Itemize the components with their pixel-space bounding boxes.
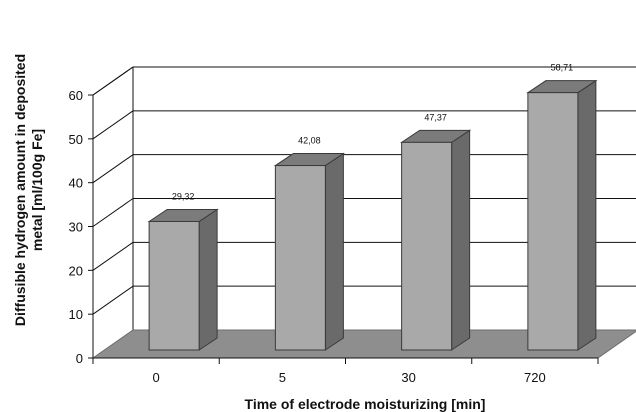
bar-front	[274, 165, 326, 351]
gridline-slant	[92, 285, 134, 315]
gridline-slant	[92, 154, 134, 184]
bar	[399, 129, 472, 351]
bar-front	[527, 92, 579, 351]
bar-front	[148, 220, 200, 351]
x-tick-label: 720	[524, 370, 546, 385]
data-label: 29,32	[172, 191, 195, 201]
y-axis-title-line-1: Diffusible hydrogen amount in deposited	[12, 54, 28, 326]
bars	[147, 79, 598, 351]
y-axis-ticks: 0 10 20 30 40 50 60	[69, 88, 93, 366]
bar-side	[324, 152, 344, 351]
bar	[526, 79, 598, 351]
y-axis-title-line-2: metal [ml/100g Fe]	[29, 129, 45, 251]
y-tick-label: 60	[69, 88, 83, 103]
y-tick-label: 40	[69, 176, 83, 191]
gridline-slant	[92, 66, 134, 96]
y-tick-label: 30	[69, 220, 83, 235]
x-tick-label: 0	[153, 370, 160, 385]
data-label: 47,37	[424, 112, 447, 122]
gridline-slant	[92, 198, 134, 227]
y-axis-title: Diffusible hydrogen amount in deposited …	[12, 54, 45, 326]
bar-front	[401, 141, 453, 351]
bar-side	[198, 208, 218, 351]
gridline-slant	[92, 110, 134, 140]
x-tick-label: 30	[401, 370, 415, 385]
x-axis-title: Time of electrode moisturizing [min]	[245, 396, 486, 412]
y-tick-label: 0	[76, 351, 83, 366]
bar-side	[451, 129, 471, 351]
data-label: 42,08	[298, 136, 321, 146]
data-label: 58,71	[551, 63, 574, 73]
x-axis-ticks: 0 5 30 720	[92, 357, 599, 385]
bar	[273, 152, 346, 351]
bar-side	[577, 79, 597, 351]
y-tick-label: 50	[69, 132, 83, 147]
y-tick-label: 20	[69, 263, 83, 278]
data-labels: 29,32 42,08 47,37 58,71	[172, 63, 573, 202]
gridline-slant	[92, 241, 134, 271]
y-tick-label: 10	[69, 307, 83, 322]
bar	[147, 208, 219, 351]
x-tick-label: 5	[279, 370, 286, 385]
